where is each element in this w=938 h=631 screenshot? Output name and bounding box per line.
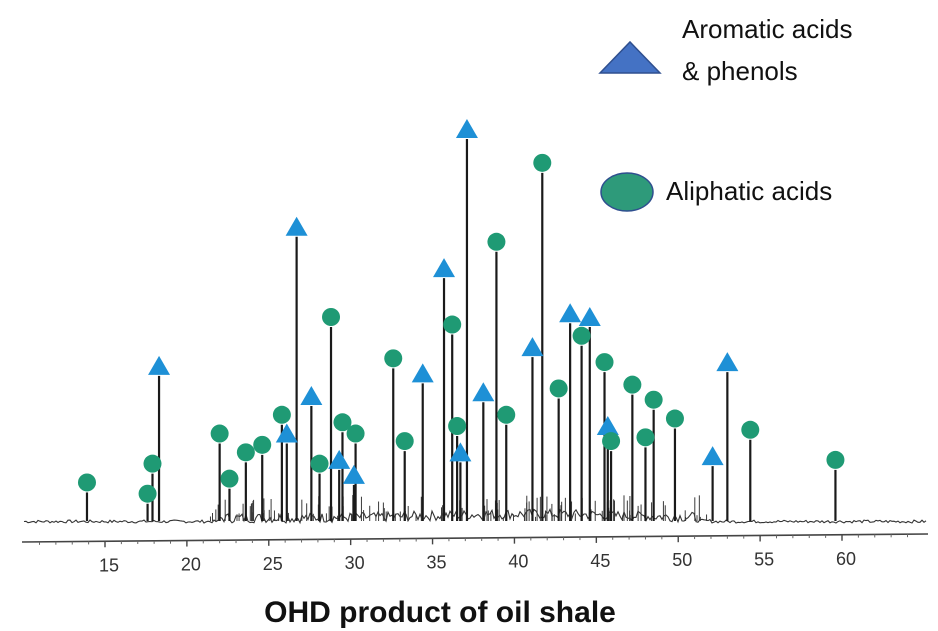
circle-marker — [665, 409, 684, 428]
x-axis-line — [21, 533, 929, 543]
legend-entry-aliphatic: Aliphatic acids — [600, 172, 832, 212]
circle-marker — [138, 484, 157, 503]
x-tick-label: 60 — [836, 549, 856, 569]
legend-entry-aromatic: Aromatic acids & phenols — [598, 14, 853, 86]
legend-label-aliphatic: Aliphatic acids — [666, 176, 832, 206]
legend: Aromatic acids & phenols Aliphatic acids — [598, 14, 853, 212]
circle-marker — [636, 428, 655, 447]
x-tick-label: 55 — [754, 549, 774, 569]
peak-markers — [77, 119, 845, 503]
circle-marker — [220, 469, 239, 488]
circle-marker — [395, 432, 414, 451]
circle-marker — [741, 420, 760, 439]
circle-marker — [443, 315, 462, 334]
circle-marker — [448, 417, 467, 436]
plot-area: 15 20 25 30 35 40 45 50 55 60 — [21, 119, 929, 575]
x-tick-label: 25 — [263, 554, 283, 574]
circle-marker — [384, 349, 403, 368]
x-tick-label: 50 — [672, 550, 692, 570]
triangle-marker-icon — [598, 40, 662, 74]
triangle-marker — [285, 216, 308, 236]
triangle-marker — [275, 423, 298, 443]
triangle-marker — [521, 337, 544, 357]
triangle-marker — [455, 119, 478, 138]
circle-marker — [210, 424, 229, 443]
circle-marker — [595, 353, 614, 372]
circle-marker — [533, 153, 552, 172]
circle-marker — [346, 424, 365, 443]
circle-marker — [497, 405, 516, 424]
triangle-marker — [300, 385, 323, 405]
triangle-marker — [716, 352, 739, 372]
x-tick-label: 15 — [99, 555, 119, 575]
circle-marker — [623, 375, 642, 394]
x-axis-ticks: 15 20 25 30 35 40 45 50 55 60 — [38, 534, 909, 575]
triangle-marker — [411, 363, 434, 383]
triangle-marker — [596, 416, 619, 436]
chart-title: OHD product of oil shale — [264, 596, 616, 629]
circle-marker — [333, 413, 352, 432]
triangle-marker — [701, 446, 724, 466]
circle-marker — [272, 405, 291, 424]
circle-marker — [572, 326, 591, 345]
triangle-marker — [433, 258, 456, 278]
peak-stems — [85, 139, 837, 521]
x-tick-label: 35 — [427, 552, 447, 572]
x-tick-label: 30 — [345, 553, 365, 573]
triangle-marker — [449, 442, 472, 462]
circle-marker — [77, 473, 96, 492]
baseline-trace — [23, 507, 927, 525]
circle-marker — [143, 454, 162, 473]
circle-marker — [549, 379, 568, 398]
legend-label-aromatic-line2: & phenols — [682, 56, 798, 86]
circle-marker — [253, 435, 272, 454]
x-tick-label: 40 — [508, 552, 528, 572]
triangle-marker — [148, 355, 171, 375]
circle-marker — [310, 454, 329, 473]
circle-marker-icon — [600, 172, 654, 212]
triangle-marker — [578, 307, 601, 326]
triangle-marker — [342, 464, 365, 484]
circle-marker — [322, 308, 341, 326]
circle-marker — [236, 443, 255, 462]
x-tick-label: 20 — [181, 555, 201, 575]
x-tick-label: 45 — [590, 551, 610, 571]
circle-marker — [487, 232, 506, 251]
triangle-marker — [328, 449, 351, 469]
triangle-marker — [559, 303, 582, 323]
legend-label-aromatic-line1: Aromatic acids — [682, 14, 853, 44]
circle-marker — [826, 450, 845, 469]
circle-marker — [602, 432, 621, 451]
triangle-marker — [472, 382, 495, 402]
circle-marker — [644, 390, 663, 409]
